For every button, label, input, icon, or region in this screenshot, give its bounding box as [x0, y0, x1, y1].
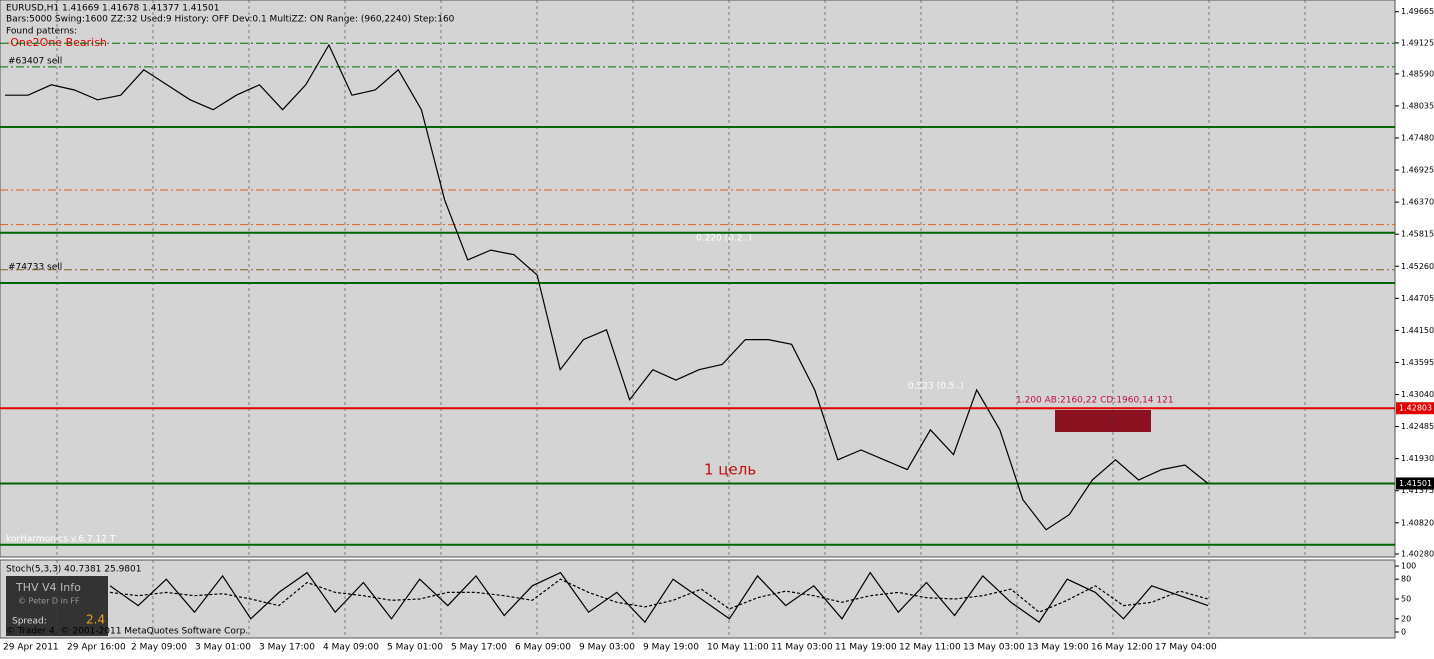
- x-tick-label: 4 May 09:00: [323, 643, 379, 653]
- pattern: -One2One Bearish: [6, 36, 107, 49]
- x-tick-label: 17 May 04:00: [1155, 643, 1217, 653]
- y-tick-label: 1.44150: [1401, 326, 1434, 335]
- pattern-box: [1055, 410, 1151, 432]
- x-tick-label: 13 May 19:00: [1027, 643, 1089, 653]
- symbol-line: EURUSD,H1 1.41669 1.41678 1.41377 1.4150…: [6, 4, 219, 14]
- x-tick-label: 5 May 01:00: [387, 643, 443, 653]
- x-tick-label: 29 Apr 16:00: [67, 643, 126, 653]
- target-label: 1 цель: [704, 461, 756, 479]
- y-tick-label: 1.45260: [1401, 262, 1434, 271]
- x-tick-label: 5 May 17:00: [451, 643, 507, 653]
- price-line: [109, 578, 1209, 613]
- y-tick-label: 1.46370: [1401, 198, 1434, 207]
- y-tick-label: 1.40280: [1401, 549, 1434, 558]
- y-tick-label: 1.41930: [1401, 454, 1434, 463]
- y-tick-label: 50: [1401, 595, 1411, 604]
- y-tick-label: 1.45815: [1401, 230, 1434, 239]
- settings-line: Bars:5000 Swing:1600 ZZ:32 Used:9 Histor…: [6, 15, 455, 25]
- x-tick-label: 3 May 01:00: [195, 643, 251, 653]
- x-tick-label: 13 May 03:00: [963, 643, 1025, 653]
- copyright: © Trader 4, © 2001-2011 MetaQuotes Softw…: [6, 627, 248, 637]
- spread-label: Spread:: [12, 617, 47, 627]
- order-label: #74733 sell: [8, 263, 62, 273]
- y-tick-label: 1.47480: [1401, 133, 1434, 142]
- price-tag-label: 1.42803: [1399, 404, 1432, 413]
- info-title: THV V4 Info: [15, 581, 81, 594]
- y-tick-label: 1.48035: [1401, 101, 1434, 110]
- spread-value: 2.4: [86, 613, 105, 627]
- x-tick-label: 6 May 09:00: [515, 643, 571, 653]
- y-tick-label: 1.43595: [1401, 358, 1434, 367]
- fib-label: 0.220 (0.2..): [696, 234, 752, 244]
- fib-label: 0.523 (0.5..): [908, 382, 964, 392]
- price-line: [5, 43, 1209, 531]
- y-tick-label: 1.44705: [1401, 294, 1434, 303]
- info-author: © Peter D in FF: [18, 597, 80, 606]
- x-tick-label: 9 May 19:00: [643, 643, 699, 653]
- y-tick-label: 1.42485: [1401, 422, 1434, 431]
- price-line: [109, 571, 1209, 624]
- price-tag: [1396, 402, 1434, 415]
- y-tick-label: 1.40820: [1401, 518, 1434, 527]
- main-pane: [0, 0, 1396, 558]
- price-tag: [1396, 477, 1434, 490]
- stoch-pane: [0, 559, 1396, 639]
- x-tick-label: 11 May 19:00: [835, 643, 897, 653]
- y-tick-label: 100: [1401, 562, 1416, 571]
- x-tick-label: 11 May 03:00: [771, 643, 833, 653]
- x-tick-label: 2 May 09:00: [131, 643, 187, 653]
- y-tick-label: 1.46925: [1401, 166, 1434, 175]
- x-tick-label: 9 May 03:00: [579, 643, 635, 653]
- y-tick-label: 1.49665: [1401, 7, 1434, 16]
- x-tick-label: 29 Apr 2011: [3, 643, 59, 653]
- y-tick-label: 1.43040: [1401, 390, 1434, 399]
- y-tick-label: 1.49125: [1401, 38, 1434, 47]
- indicator-label: korHarmonics v.6.7.12 T: [6, 535, 116, 545]
- x-tick-label: 16 May 12:00: [1091, 643, 1153, 653]
- pattern-info: 1.200 AB:2160,22 CD:1960,14 121: [1016, 396, 1174, 406]
- patterns-title: Found patterns:: [6, 27, 77, 37]
- x-tick-label: 10 May 11:00: [707, 643, 769, 653]
- x-tick-label: 3 May 17:00: [259, 643, 315, 653]
- y-tick-label: 80: [1401, 575, 1411, 584]
- x-tick-label: 12 May 11:00: [899, 643, 961, 653]
- y-tick-label: 1.41375: [1401, 486, 1434, 495]
- order-label: #63407 sell: [8, 57, 62, 67]
- price-tag-label: 1.41501: [1399, 479, 1432, 488]
- y-tick-label: 20: [1401, 614, 1411, 623]
- stoch-title: Stoch(5,3,3) 40.7381 25.9801: [6, 565, 141, 575]
- y-tick-label: 1.48590: [1401, 69, 1434, 78]
- y-tick-label: 0: [1401, 628, 1406, 637]
